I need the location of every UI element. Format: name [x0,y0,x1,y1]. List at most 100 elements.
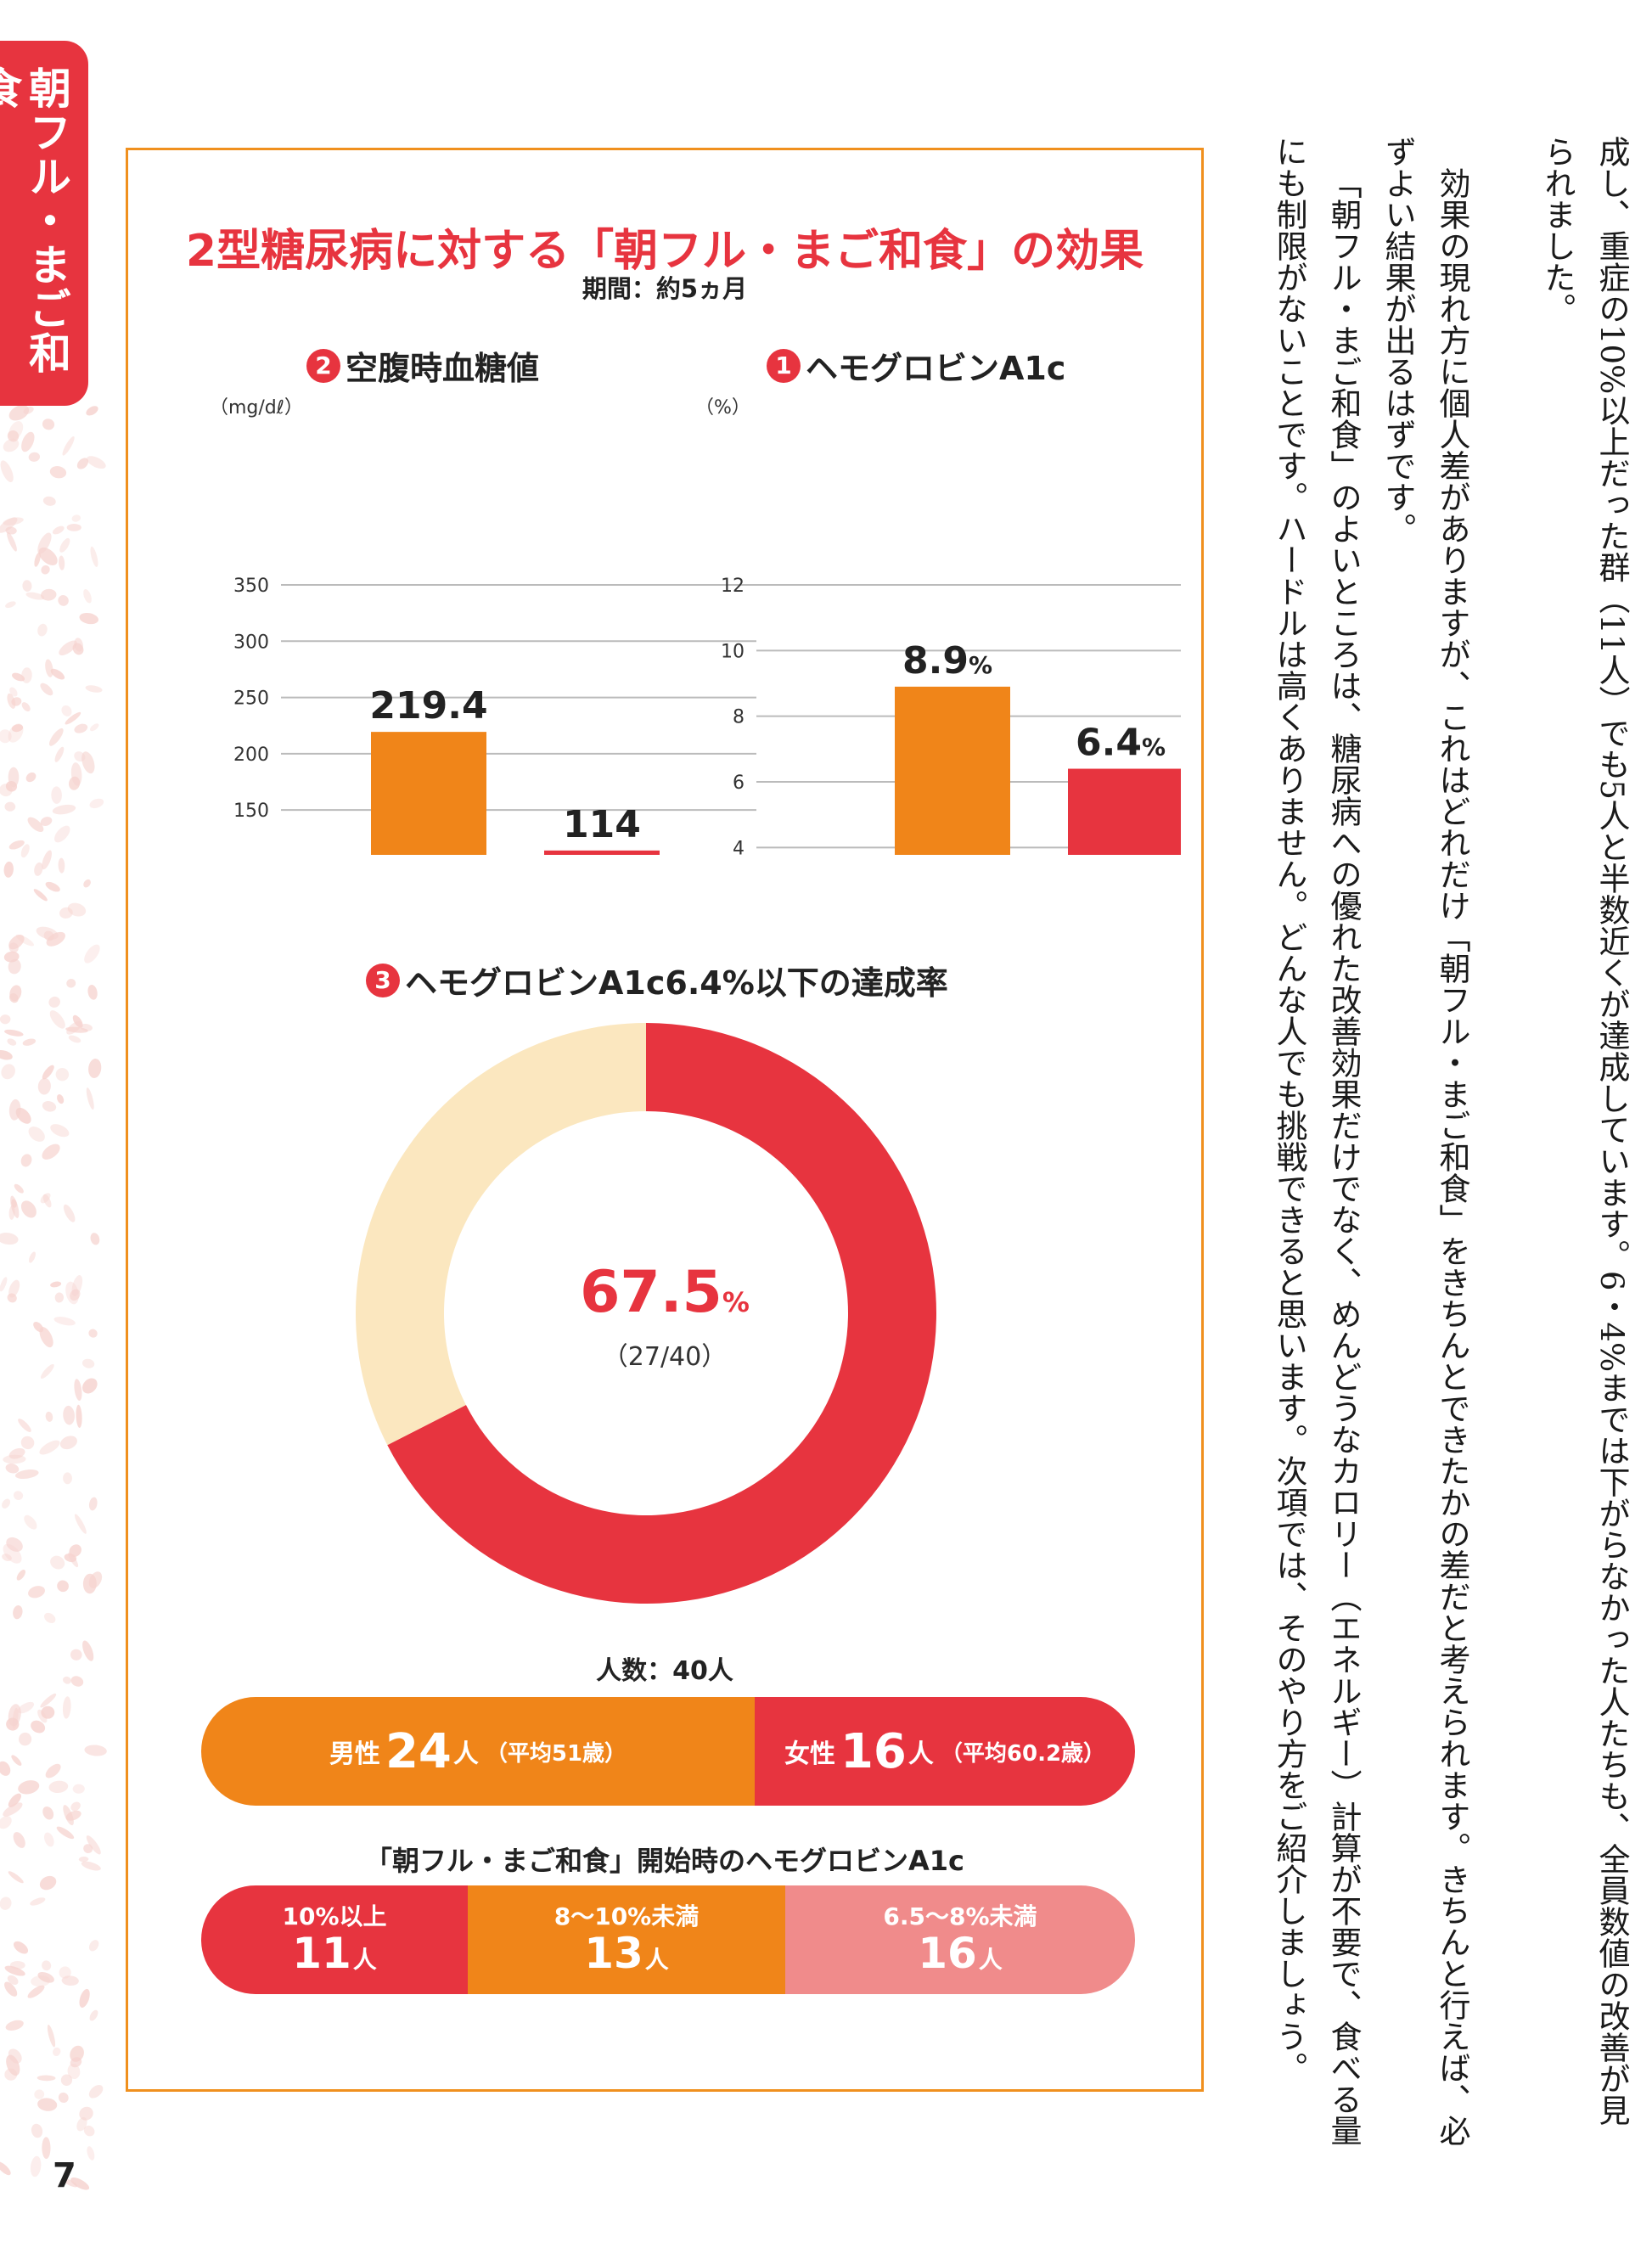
speckle-dot [70,1289,81,1301]
speckle-dot [8,1099,21,1121]
speckle-dot [78,1857,89,1863]
speckle-dot [81,751,95,774]
speckle-dot [82,1640,94,1661]
speckle-dot [20,1154,32,1167]
speckle-dot [45,1411,53,1422]
y-tick-label: 350 [233,576,269,597]
speckle-dot [21,702,31,712]
body-paragraph-1: 成し、重症の10%以上だった群（11人）でも5人と半数近くが達成しています。6・… [1539,136,1630,2127]
speckle-dot [37,1971,54,1983]
bar [895,686,1010,855]
speckle-dot [70,1649,82,1660]
speckle-dot [81,1378,98,1394]
speckle-dot [90,723,99,732]
speckle-dot [0,784,13,797]
speckle-dot [11,1199,17,1208]
speckle-dot [72,1784,85,1794]
speckle-dot [37,1077,51,1095]
speckle-dot [40,1193,51,1204]
body-paragraph-2: 効果の現れ方に個人差がありますが、これはどれだけ「朝フル・まご和食」をきちんとで… [1379,136,1470,2146]
speckle-dot [1,1064,15,1080]
speckle-dot [24,1514,37,1530]
speckle-dot [8,1871,24,1884]
speckle-dot [57,1580,69,1593]
donut-slice-achieved [387,1023,936,1604]
speckle-dot [3,861,14,878]
speckle-dot [7,1038,17,1046]
speckle-dot [70,2057,82,2068]
speckle-dot [17,1701,35,1714]
speckle-dot [76,458,89,469]
speckle-dot [70,1801,81,1812]
speckle-dot [38,547,58,565]
speckle-dot [9,687,18,697]
speckle-dot [2,1554,12,1561]
speckle-dot [67,902,87,917]
speckle-dot [62,435,75,456]
speckle-dot [16,1570,25,1581]
speckle-dot [11,1755,22,1767]
speckle-dot [86,1087,94,1110]
speckle-dot [8,958,21,975]
speckle-dot [33,1322,44,1333]
speckle-dot [69,1544,81,1557]
speckle-dot [37,2098,58,2111]
speckle-dot [76,1404,82,1429]
speckle-dot [41,1363,54,1379]
speckle-dot [41,588,57,601]
section-tab: 朝フル・まご和食 [0,41,88,406]
speckle-dot [59,537,70,553]
speckle-dot [88,1497,98,1511]
speckle-dot [65,1026,88,1033]
speckle-dot [59,1966,71,1979]
speckle-dot [90,1233,100,1245]
speckle-dot [63,1405,75,1425]
speckle-dot [59,907,73,919]
speckle-dot [88,1940,99,1952]
speckle-dot [58,857,65,874]
section-tab-label: 朝フル・まご和食 [0,66,71,375]
speckle-dot [3,438,20,452]
chart-title-achievement-rate: 3 ヘモグロビンA1c6.4%以下の達成率 [366,957,948,1003]
speckle-dot [0,1014,11,1025]
y-tick-label: 10 [721,641,745,662]
speckle-dot [7,531,17,552]
bar-value-label: 8.9% [902,639,992,683]
speckle-dot [12,672,25,682]
speckle-dot [44,1832,54,1847]
speckle-dot [11,697,22,706]
speckle-dot [42,419,55,430]
speckle-dot [31,1720,46,1733]
speckle-dot [51,786,62,804]
speckle-dot [30,2155,42,2177]
speckle-dot [53,2047,61,2057]
speckle-dot [41,565,50,575]
speckle-dot [2,1498,11,1509]
bar [544,850,660,855]
speckle-dot [66,979,76,988]
speckle-dot [7,1293,17,1303]
donut-center-ratio: （27/40） [602,1342,728,1372]
speckle-dot [29,1251,37,1263]
speckle-dot [8,1447,25,1459]
speckle-dot [85,685,103,693]
speckle-dot [31,2123,43,2138]
speckle-dot [49,1010,65,1029]
speckle-dot [87,456,106,469]
speckle-dot [14,1469,39,1480]
y-tick-label: 8 [733,707,745,728]
speckle-dot [13,1491,24,1500]
speckle-dot [58,595,69,606]
female-segment: 女性 16 人 （平均60.2歳） [755,1697,1135,1806]
speckle-dot [70,762,82,786]
unit-label-hba1c: （%） [695,397,750,419]
speckle-dot [42,496,56,506]
speckle-dot [7,430,20,442]
y-tick-label: 250 [233,688,269,710]
speckle-dot [83,589,92,604]
speckle-dot [37,623,48,637]
speckle-dot [42,1960,52,1971]
speckle-dot [0,1049,13,1060]
speckle-dot [0,729,12,744]
speckle-dot [27,817,44,833]
